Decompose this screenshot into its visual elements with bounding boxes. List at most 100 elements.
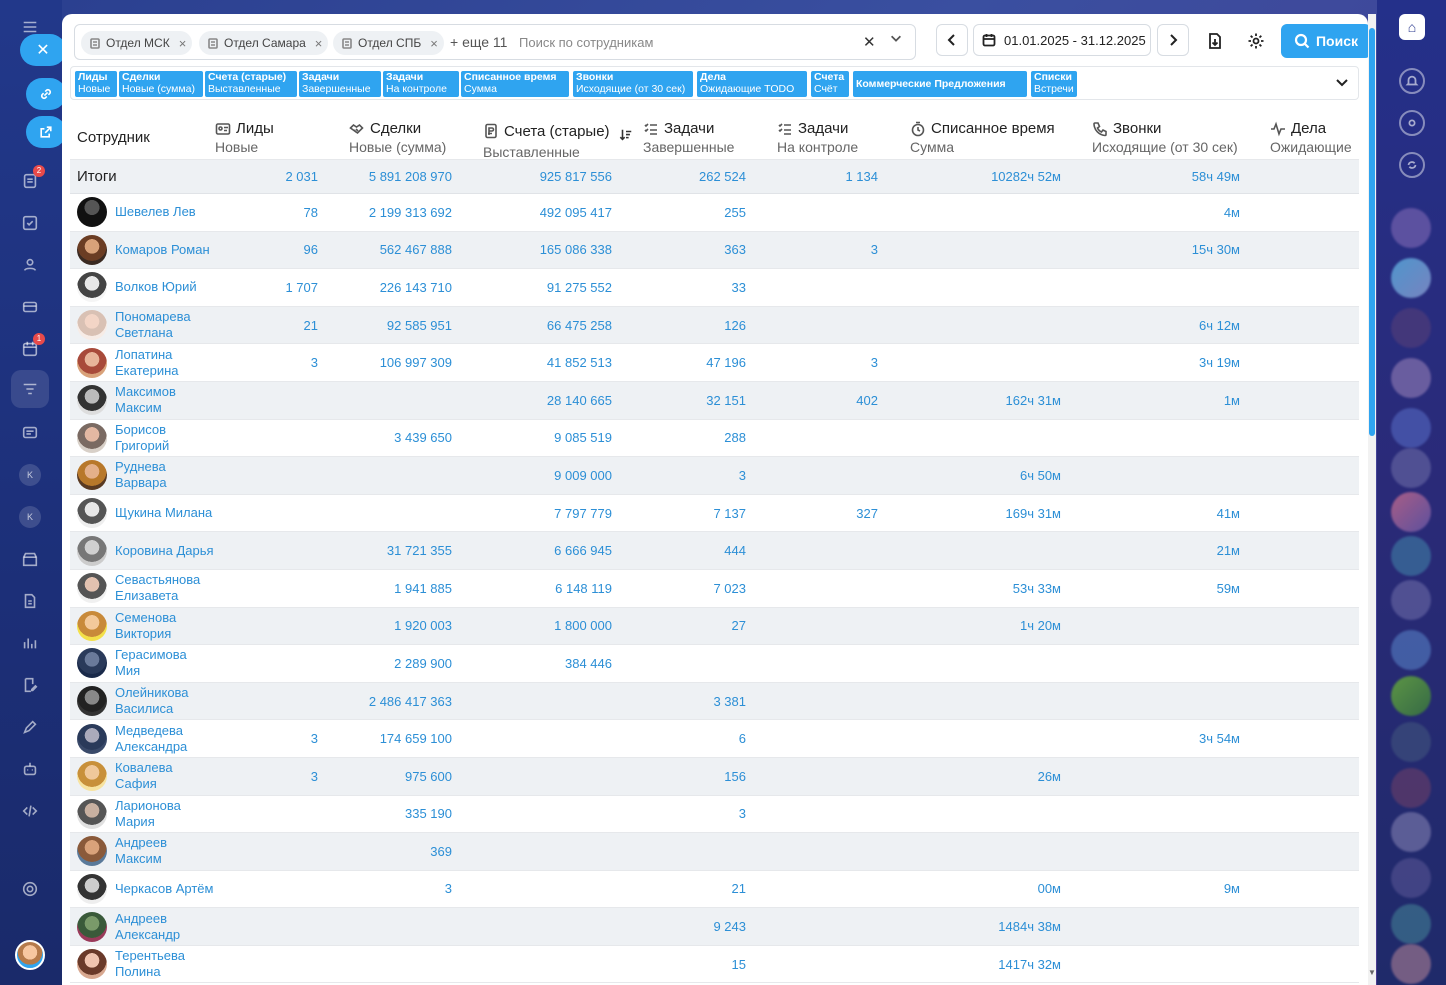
- employee-name-link[interactable]: Максимов Максим: [115, 384, 176, 416]
- employee-cell[interactable]: Волков Юрий: [77, 269, 215, 306]
- robot-icon[interactable]: [17, 756, 43, 782]
- code-icon[interactable]: [17, 798, 43, 824]
- table-cell[interactable]: [462, 683, 612, 720]
- table-cell[interactable]: 1 920 003: [394, 618, 452, 634]
- table-cell[interactable]: [462, 946, 612, 983]
- table-cell[interactable]: [1070, 946, 1240, 983]
- table-cell[interactable]: [1259, 946, 1359, 983]
- table-cell[interactable]: [758, 683, 878, 720]
- table-cell[interactable]: [891, 194, 1061, 231]
- table-cell[interactable]: [208, 457, 318, 494]
- table-cell[interactable]: 174 659 100: [379, 731, 452, 747]
- table-cell[interactable]: [616, 645, 746, 682]
- employee-cell[interactable]: Лопатина Екатерина: [77, 344, 215, 381]
- table-cell[interactable]: [208, 796, 318, 833]
- table-cell[interactable]: 7 797 779: [554, 505, 612, 521]
- table-cell[interactable]: [322, 382, 452, 419]
- table-cell[interactable]: 975 600: [405, 768, 452, 784]
- table-row[interactable]: Комаров Роман 96 562 467 888 165 086 338 363…: [70, 231, 1359, 270]
- employee-name-link[interactable]: Андреев Александр: [115, 910, 181, 942]
- employee-avatar[interactable]: [77, 460, 107, 491]
- employee-cell[interactable]: Максимов Максим: [77, 382, 215, 419]
- table-cell[interactable]: [208, 833, 318, 870]
- table-cell[interactable]: 562 467 888: [379, 242, 452, 258]
- employee-name-link[interactable]: Семенова Виктория: [115, 609, 177, 641]
- table-cell[interactable]: [208, 871, 318, 908]
- employee-avatar[interactable]: [77, 836, 107, 867]
- employee-cell[interactable]: Андреев Александр: [77, 908, 215, 945]
- table-cell[interactable]: 2 031: [285, 169, 318, 184]
- search-button[interactable]: Поиск: [1281, 24, 1368, 58]
- metric-tag[interactable]: Задачи На контроле: [383, 71, 459, 97]
- table-cell[interactable]: 41 852 513: [546, 355, 612, 371]
- table-cell[interactable]: 21м: [1216, 543, 1240, 559]
- table-cell[interactable]: [1070, 420, 1240, 457]
- app-logo-icon[interactable]: ⌂: [1399, 14, 1425, 40]
- card-icon[interactable]: [17, 294, 43, 320]
- table-cell[interactable]: [1259, 495, 1359, 532]
- table-cell[interactable]: 369: [430, 843, 452, 859]
- column-header[interactable]: Списанное время Сумма: [910, 120, 1055, 155]
- table-cell[interactable]: [1259, 269, 1359, 306]
- table-cell[interactable]: [758, 420, 878, 457]
- contact-avatar[interactable]: [1391, 630, 1431, 670]
- employee-cell[interactable]: Коровина Дарья: [77, 532, 215, 569]
- table-cell[interactable]: 33: [731, 279, 746, 295]
- table-cell[interactable]: 255: [724, 204, 746, 220]
- file-icon[interactable]: [17, 588, 43, 614]
- metric-tag[interactable]: Счета (старые) Выставленные: [205, 71, 297, 97]
- employee-avatar[interactable]: [77, 761, 107, 792]
- table-cell[interactable]: 78: [303, 204, 318, 220]
- user-avatar[interactable]: [15, 940, 45, 970]
- table-cell[interactable]: 5 891 208 970: [368, 169, 452, 184]
- table-cell[interactable]: [1259, 570, 1359, 607]
- table-cell[interactable]: 2 199 313 692: [368, 204, 452, 220]
- table-cell[interactable]: [1259, 420, 1359, 457]
- table-row[interactable]: Волков Юрий 1 707 226 143 710 91 275 552 33: [70, 269, 1359, 307]
- table-cell[interactable]: [891, 532, 1061, 569]
- table-cell[interactable]: [1259, 194, 1359, 231]
- table-cell[interactable]: [758, 946, 878, 983]
- employee-name-link[interactable]: Борисов Григорий: [115, 421, 170, 453]
- table-cell[interactable]: [891, 796, 1061, 833]
- chip-remove-icon[interactable]: ×: [430, 35, 438, 51]
- employee-avatar[interactable]: [77, 610, 107, 641]
- table-cell[interactable]: 3ч 19м: [1198, 355, 1240, 371]
- employee-cell[interactable]: Руднева Варвара: [77, 457, 215, 494]
- table-cell[interactable]: 26м: [1037, 768, 1061, 784]
- table-cell[interactable]: 327: [856, 505, 878, 521]
- employee-cell[interactable]: Медведева Александра: [77, 720, 215, 757]
- contact-avatar[interactable]: [1391, 258, 1431, 298]
- table-cell[interactable]: 6 666 945: [554, 543, 612, 559]
- menu-icon[interactable]: [17, 14, 43, 40]
- table-cell[interactable]: [891, 344, 1061, 381]
- table-cell[interactable]: [758, 608, 878, 645]
- table-cell[interactable]: [208, 645, 318, 682]
- employee-avatar[interactable]: [77, 310, 107, 341]
- table-cell[interactable]: [1070, 457, 1240, 494]
- column-header[interactable]: Дела Ожидающие: [1270, 120, 1352, 155]
- employee-cell[interactable]: Андреев Максим: [77, 833, 215, 870]
- link-button[interactable]: [26, 78, 66, 110]
- employee-name-link[interactable]: Волков Юрий: [115, 279, 197, 295]
- employee-name-link[interactable]: Щукина Милана: [115, 505, 213, 521]
- table-cell[interactable]: 2 289 900: [394, 655, 452, 671]
- employee-avatar[interactable]: [77, 648, 107, 679]
- contact-avatar[interactable]: [1391, 448, 1431, 488]
- table-cell[interactable]: [758, 457, 878, 494]
- chart-icon[interactable]: [17, 630, 43, 656]
- employee-avatar[interactable]: [77, 385, 107, 416]
- table-cell[interactable]: 1417ч 32м: [998, 956, 1061, 972]
- calendar-icon[interactable]: 1: [17, 333, 45, 362]
- table-row[interactable]: Медведева Александра 3 174 659 100 6 3ч 54м: [70, 720, 1359, 758]
- employee-name-link[interactable]: Коровина Дарья: [115, 542, 214, 558]
- table-cell[interactable]: [208, 495, 318, 532]
- contact-avatar[interactable]: [1391, 676, 1431, 716]
- table-cell[interactable]: [1259, 608, 1359, 645]
- table-cell[interactable]: 00м: [1037, 881, 1061, 897]
- table-cell[interactable]: 6 148 119: [555, 580, 612, 596]
- next-period-button[interactable]: [1157, 24, 1189, 56]
- table-cell[interactable]: 169ч 31м: [1005, 505, 1061, 521]
- table-cell[interactable]: [891, 269, 1061, 306]
- table-cell[interactable]: [1259, 683, 1359, 720]
